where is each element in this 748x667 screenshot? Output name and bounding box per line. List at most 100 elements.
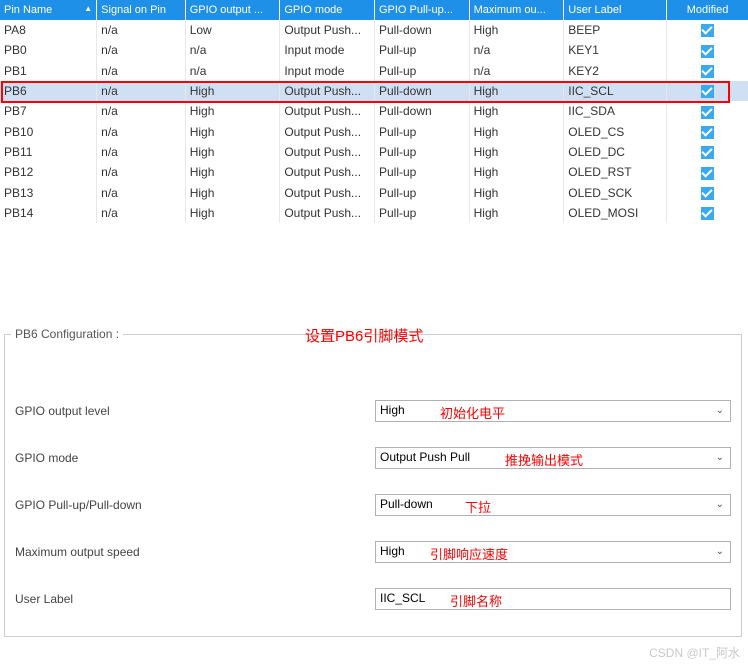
cell: n/a — [185, 61, 280, 81]
modified-cell[interactable] — [667, 101, 748, 121]
column-header-3[interactable]: GPIO mode — [280, 0, 375, 20]
pin-config-panel: PB6 Configuration : 设置PB6引脚模式 GPIO outpu… — [4, 334, 742, 637]
modified-cell[interactable] — [667, 122, 748, 142]
config-row: GPIO modeOutput Push Pull⌄ — [15, 447, 731, 469]
config-input[interactable]: IIC_SCL — [375, 588, 731, 610]
cell: OLED_DC — [564, 142, 667, 162]
cell: n/a — [97, 81, 186, 101]
config-row: GPIO Pull-up/Pull-downPull-down⌄ — [15, 494, 731, 516]
modified-cell[interactable] — [667, 81, 748, 101]
column-header-4[interactable]: GPIO Pull-up... — [374, 0, 469, 20]
cell: Output Push... — [280, 101, 375, 121]
cell: Output Push... — [280, 162, 375, 182]
modified-check-icon — [701, 85, 714, 98]
cell: High — [185, 101, 280, 121]
modified-cell[interactable] — [667, 183, 748, 203]
cell: Input mode — [280, 40, 375, 60]
chevron-down-icon: ⌄ — [716, 405, 724, 416]
column-header-6[interactable]: User Label — [564, 0, 667, 20]
config-field-label: User Label — [15, 592, 375, 606]
modified-check-icon — [701, 24, 714, 37]
table-row[interactable]: PB10n/aHighOutput Push...Pull-upHighOLED… — [0, 122, 748, 142]
modified-check-icon — [701, 146, 714, 159]
gpio-table-region: Pin Name▲Signal on PinGPIO output ...GPI… — [0, 0, 748, 223]
cell: Output Push... — [280, 122, 375, 142]
config-field-label: GPIO output level — [15, 404, 375, 418]
modified-cell[interactable] — [667, 20, 748, 40]
cell: High — [185, 122, 280, 142]
config-row: Maximum output speedHigh⌄ — [15, 541, 731, 563]
cell: n/a — [97, 122, 186, 142]
column-header-5[interactable]: Maximum ou... — [469, 0, 564, 20]
table-row[interactable]: PB14n/aHighOutput Push...Pull-upHighOLED… — [0, 203, 748, 223]
cell: Pull-up — [374, 162, 469, 182]
cell: PB14 — [0, 203, 97, 223]
cell: n/a — [97, 142, 186, 162]
watermark: CSDN @IT_阿水 — [649, 644, 740, 661]
table-row[interactable]: PB1n/an/aInput modePull-upn/aKEY2 — [0, 61, 748, 81]
table-row[interactable]: PB6n/aHighOutput Push...Pull-downHighIIC… — [0, 81, 748, 101]
column-header-2[interactable]: GPIO output ... — [185, 0, 280, 20]
cell: High — [185, 203, 280, 223]
modified-check-icon — [701, 106, 714, 119]
cell: PB7 — [0, 101, 97, 121]
config-select[interactable]: High⌄ — [375, 400, 731, 422]
cell: OLED_RST — [564, 162, 667, 182]
cell: n/a — [97, 101, 186, 121]
modified-cell[interactable] — [667, 61, 748, 81]
cell: High — [469, 162, 564, 182]
cell: High — [185, 183, 280, 203]
cell: Output Push... — [280, 203, 375, 223]
modified-check-icon — [701, 45, 714, 58]
cell: KEY2 — [564, 61, 667, 81]
cell: n/a — [97, 40, 186, 60]
cell: PB12 — [0, 162, 97, 182]
config-select[interactable]: Output Push Pull⌄ — [375, 447, 731, 469]
modified-check-icon — [701, 207, 714, 220]
cell: Low — [185, 20, 280, 40]
config-row: GPIO output levelHigh⌄ — [15, 400, 731, 422]
cell: OLED_SCK — [564, 183, 667, 203]
cell: Pull-up — [374, 203, 469, 223]
cell: Pull-down — [374, 101, 469, 121]
config-select[interactable]: High⌄ — [375, 541, 731, 563]
cell: IIC_SCL — [564, 81, 667, 101]
cell: Pull-up — [374, 122, 469, 142]
cell: PB6 — [0, 81, 97, 101]
table-row[interactable]: PB11n/aHighOutput Push...Pull-upHighOLED… — [0, 142, 748, 162]
cell: High — [469, 183, 564, 203]
cell: Pull-up — [374, 142, 469, 162]
column-header-1[interactable]: Signal on Pin — [97, 0, 186, 20]
table-row[interactable]: PB0n/an/aInput modePull-upn/aKEY1 — [0, 40, 748, 60]
modified-cell[interactable] — [667, 203, 748, 223]
cell: High — [469, 20, 564, 40]
cell: OLED_CS — [564, 122, 667, 142]
table-row[interactable]: PA8n/aLowOutput Push...Pull-downHighBEEP — [0, 20, 748, 40]
table-row[interactable]: PB13n/aHighOutput Push...Pull-upHighOLED… — [0, 183, 748, 203]
cell: n/a — [97, 20, 186, 40]
table-row[interactable]: PB12n/aHighOutput Push...Pull-upHighOLED… — [0, 162, 748, 182]
config-select[interactable]: Pull-down⌄ — [375, 494, 731, 516]
cell: PB1 — [0, 61, 97, 81]
cell: High — [469, 122, 564, 142]
sort-icon: ▲ — [84, 4, 92, 13]
cell: PB11 — [0, 142, 97, 162]
cell: High — [469, 203, 564, 223]
modified-cell[interactable] — [667, 142, 748, 162]
modified-cell[interactable] — [667, 162, 748, 182]
cell: High — [185, 142, 280, 162]
column-header-0[interactable]: Pin Name▲ — [0, 0, 97, 20]
cell: Pull-down — [374, 20, 469, 40]
cell: High — [469, 101, 564, 121]
cell: n/a — [469, 61, 564, 81]
table-row[interactable]: PB7n/aHighOutput Push...Pull-downHighIIC… — [0, 101, 748, 121]
gpio-table: Pin Name▲Signal on PinGPIO output ...GPI… — [0, 0, 748, 223]
cell: n/a — [185, 40, 280, 60]
cell: IIC_SDA — [564, 101, 667, 121]
config-field-label: Maximum output speed — [15, 545, 375, 559]
cell: Input mode — [280, 61, 375, 81]
modified-cell[interactable] — [667, 40, 748, 60]
cell: High — [469, 142, 564, 162]
cell: Output Push... — [280, 81, 375, 101]
column-header-7[interactable]: Modified — [667, 0, 748, 20]
